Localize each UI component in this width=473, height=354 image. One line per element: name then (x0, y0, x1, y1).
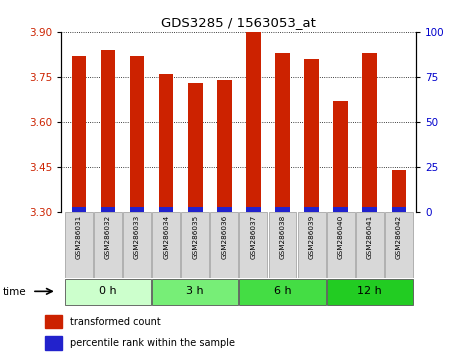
Text: 3 h: 3 h (186, 286, 204, 297)
Text: GSM286039: GSM286039 (308, 215, 315, 259)
Bar (65, 279, 151, 305)
Bar (356, 212, 384, 278)
Text: GSM286032: GSM286032 (105, 215, 111, 259)
Bar (246, 207, 261, 212)
Bar (65, 212, 93, 278)
Bar (210, 212, 238, 278)
Bar (101, 207, 115, 212)
Bar (152, 212, 180, 278)
Bar (333, 101, 348, 212)
Text: GSM286033: GSM286033 (134, 215, 140, 259)
Bar (385, 212, 413, 278)
Text: GSM286031: GSM286031 (76, 215, 82, 259)
Text: GSM286037: GSM286037 (250, 215, 256, 259)
Bar (94, 212, 122, 278)
Bar (159, 207, 174, 212)
Bar (392, 170, 406, 212)
Text: GSM286035: GSM286035 (192, 215, 198, 259)
Bar (392, 207, 406, 212)
Text: GDS3285 / 1563053_at: GDS3285 / 1563053_at (161, 16, 316, 29)
Bar (181, 212, 209, 278)
Bar (327, 279, 413, 305)
Bar (72, 56, 86, 212)
Bar (246, 32, 261, 212)
Bar (239, 279, 325, 305)
Bar (188, 83, 202, 212)
Bar (275, 53, 290, 212)
Bar (72, 207, 86, 212)
Bar (130, 207, 144, 212)
Bar (239, 212, 267, 278)
Bar (362, 207, 377, 212)
Text: 6 h: 6 h (274, 286, 291, 297)
Bar (275, 207, 290, 212)
Text: GSM286036: GSM286036 (221, 215, 228, 259)
Bar (159, 74, 174, 212)
Text: percentile rank within the sample: percentile rank within the sample (70, 338, 235, 348)
Text: GSM286040: GSM286040 (338, 215, 344, 259)
Bar (45, 336, 62, 350)
Bar (327, 212, 355, 278)
Bar (333, 207, 348, 212)
Text: GSM286042: GSM286042 (396, 215, 402, 259)
Bar (130, 56, 144, 212)
Bar (152, 279, 238, 305)
Bar (188, 207, 202, 212)
Bar (298, 212, 325, 278)
Bar (304, 207, 319, 212)
Text: GSM286034: GSM286034 (163, 215, 169, 259)
Bar (217, 80, 232, 212)
Bar (362, 53, 377, 212)
Bar (217, 207, 232, 212)
Bar (45, 315, 62, 329)
Text: time: time (2, 287, 26, 297)
Text: 0 h: 0 h (99, 286, 117, 297)
Text: 12 h: 12 h (357, 286, 382, 297)
Bar (304, 59, 319, 212)
Bar (101, 50, 115, 212)
Text: GSM286038: GSM286038 (280, 215, 286, 259)
Bar (123, 212, 151, 278)
Text: GSM286041: GSM286041 (367, 215, 373, 259)
Text: transformed count: transformed count (70, 317, 161, 327)
Bar (269, 212, 297, 278)
